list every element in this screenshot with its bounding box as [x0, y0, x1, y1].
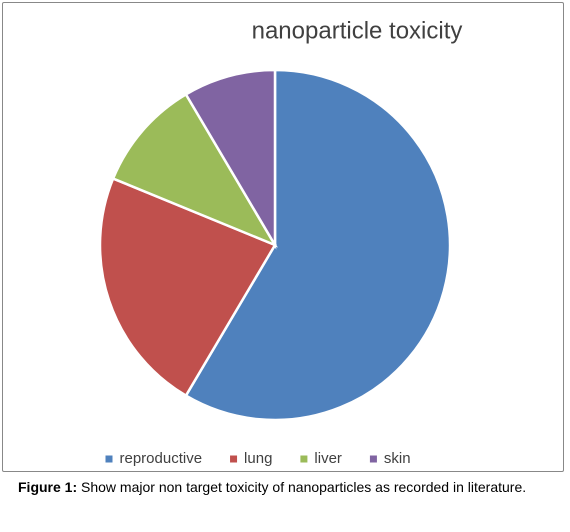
legend-swatch: [230, 455, 238, 463]
caption-label: Figure 1:: [18, 479, 78, 495]
legend-swatch: [105, 455, 113, 463]
caption-text: Show major non target toxicity of nanopa…: [81, 479, 527, 495]
caption: Figure 1: Show major non target toxicity…: [18, 478, 548, 496]
legend-label: skin: [384, 450, 411, 467]
legend-swatch: [300, 455, 308, 463]
pie-slice: [184, 68, 452, 422]
legend-swatch: [369, 455, 377, 463]
chart-frame: [2, 2, 564, 472]
chart: nanoparticle toxicity reproductive lung li…: [98, 17, 463, 467]
pie-slice: [98, 176, 277, 398]
pie-slice: [184, 68, 277, 250]
pie-slice: [111, 92, 278, 248]
legend-label: reproductive: [120, 450, 203, 467]
chart-title: nanoparticle toxicity: [252, 17, 463, 44]
legend-label: lung: [244, 450, 272, 467]
legend-label: liver: [314, 450, 342, 467]
